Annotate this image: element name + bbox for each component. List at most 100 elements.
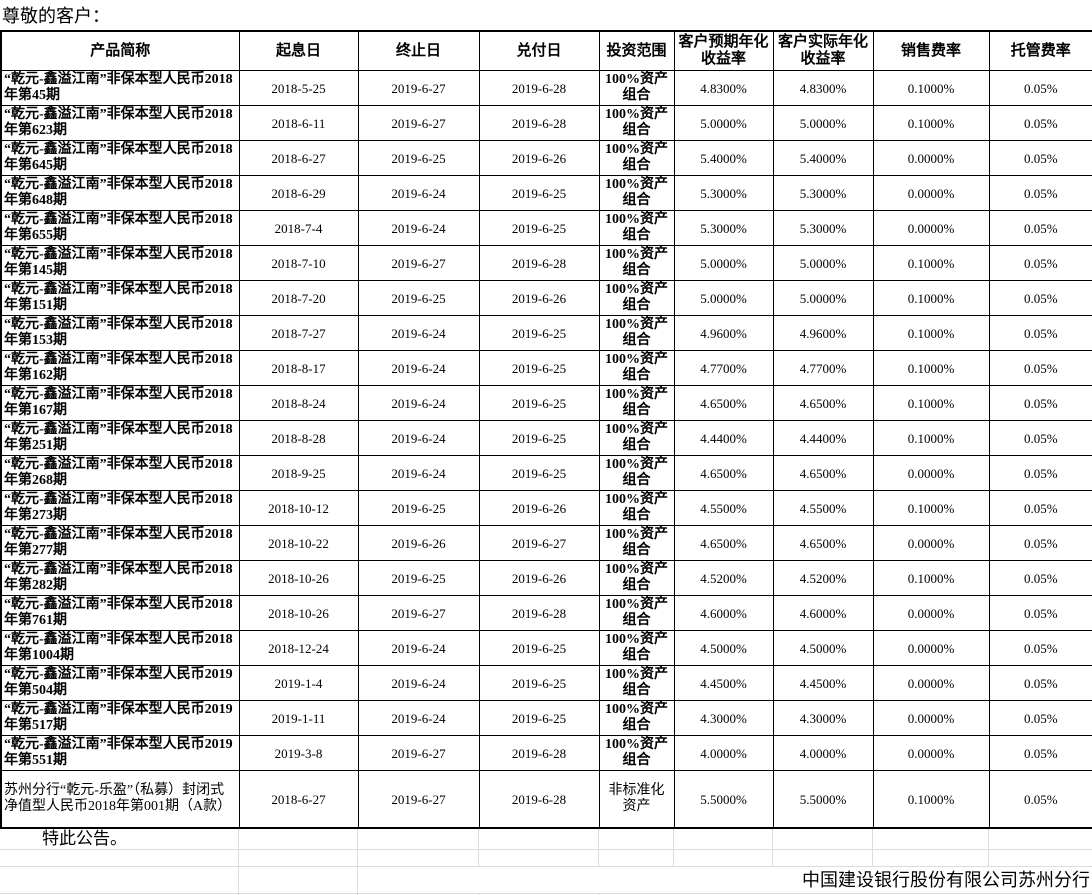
cell-end-date: 2019-6-27 <box>357 105 480 141</box>
cell-payment-date: 2019-6-25 <box>478 175 600 211</box>
cell-payment-date: 2019-6-25 <box>478 385 600 421</box>
header-investment-scope: 投资范围 <box>598 30 675 71</box>
cell-investment-scope: 100%资产组合 <box>598 595 675 631</box>
cell-investment-scope: 100%资产组合 <box>598 175 675 211</box>
cell-expected-annualized-yield: 4.4500% <box>673 665 774 701</box>
cell-end-date: 2019-6-24 <box>357 630 480 666</box>
product-row: “乾元-鑫溢江南”非保本型人民币2018年第648期 2018-6-29 2019-… <box>0 175 1092 211</box>
product-row: 苏州分行“乾元-乐盈”（私募）封闭式净值型人民币2018年第001期（A款） 20… <box>0 770 1092 829</box>
product-row: “乾元-鑫溢江南”非保本型人民币2019年第517期 2019-1-11 2019-… <box>0 700 1092 736</box>
cell-custody-fee-rate: 0.05% <box>988 665 1092 701</box>
cell-end-date: 2019-6-25 <box>357 560 480 596</box>
grid-cell <box>237 849 358 867</box>
cell-expected-annualized-yield: 4.7700% <box>673 350 774 386</box>
cell-product-name: “乾元-鑫溢江南”非保本型人民币2018年第655期 <box>0 210 240 246</box>
cell-actual-annualized-yield: 4.9600% <box>772 315 874 351</box>
cell-actual-annualized-yield: 4.0000% <box>772 735 874 771</box>
cell-sales-fee-rate: 0.1000% <box>872 560 990 596</box>
cell-expected-annualized-yield: 5.4000% <box>673 140 774 176</box>
cell-value-date: 2018-9-25 <box>238 455 359 491</box>
cell-product-name: “乾元-鑫溢江南”非保本型人民币2019年第517期 <box>0 700 240 736</box>
empty-row <box>0 849 1092 867</box>
header-sales-fee-rate: 销售费率 <box>872 30 990 71</box>
cell-actual-annualized-yield: 4.3000% <box>772 700 874 736</box>
product-row: “乾元-鑫溢江南”非保本型人民币2019年第551期 2019-3-8 2019-6… <box>0 735 1092 771</box>
cell-custody-fee-rate: 0.05% <box>988 140 1092 176</box>
header-actual-annualized-yield: 客户实际年化收益率 <box>772 30 874 71</box>
product-row: “乾元-鑫溢江南”非保本型人民币2018年第645期 2018-6-27 2019-… <box>0 140 1092 176</box>
cell-payment-date: 2019-6-26 <box>478 490 600 526</box>
cell-expected-annualized-yield: 5.0000% <box>673 280 774 316</box>
cell-value-date: 2018-8-28 <box>238 420 359 456</box>
cell-end-date: 2019-6-27 <box>357 595 480 631</box>
cell-investment-scope: 100%资产组合 <box>598 665 675 701</box>
cell-payment-date: 2019-6-25 <box>478 455 600 491</box>
cell-expected-annualized-yield: 4.6500% <box>673 455 774 491</box>
product-row: “乾元-鑫溢江南”非保本型人民币2018年第167期 2018-8-24 2019-… <box>0 385 1092 421</box>
cell-expected-annualized-yield: 4.5000% <box>673 630 774 666</box>
grid-cell <box>0 866 239 894</box>
grid-cell <box>356 849 479 867</box>
cell-actual-annualized-yield: 4.6500% <box>772 455 874 491</box>
cell-payment-date: 2019-6-25 <box>478 700 600 736</box>
cell-investment-scope: 100%资产组合 <box>598 455 675 491</box>
cell-actual-annualized-yield: 4.5500% <box>772 490 874 526</box>
cell-custody-fee-rate: 0.05% <box>988 455 1092 491</box>
cell-investment-scope: 100%资产组合 <box>598 280 675 316</box>
cell-custody-fee-rate: 0.05% <box>988 280 1092 316</box>
product-row: “乾元-鑫溢江南”非保本型人民币2018年第268期 2018-9-25 2019-… <box>0 455 1092 491</box>
cell-expected-annualized-yield: 4.0000% <box>673 735 774 771</box>
grid-cell <box>871 829 989 850</box>
cell-end-date: 2019-6-27 <box>357 735 480 771</box>
cell-value-date: 2018-10-26 <box>238 595 359 631</box>
cell-payment-date: 2019-6-25 <box>478 210 600 246</box>
cell-custody-fee-rate: 0.05% <box>988 350 1092 386</box>
cell-end-date: 2019-6-24 <box>357 385 480 421</box>
cell-value-date: 2018-6-27 <box>238 770 359 829</box>
cell-custody-fee-rate: 0.05% <box>988 490 1092 526</box>
header-custody-fee-rate: 托管费率 <box>988 30 1092 71</box>
cell-investment-scope: 100%资产组合 <box>598 560 675 596</box>
products-table: 产品简称 起息日 终止日 兑付日 投资范围 客户预期年化收益率 客户实际年化收益率 销售费率托… <box>0 30 1092 829</box>
cell-product-name: “乾元-鑫溢江南”非保本型人民币2018年第45期 <box>0 70 240 106</box>
grid-cell <box>771 829 873 850</box>
cell-payment-date: 2019-6-26 <box>478 140 600 176</box>
date-row: 2019年6月28日 <box>0 893 1092 895</box>
cell-actual-annualized-yield: 4.5000% <box>772 630 874 666</box>
cell-actual-annualized-yield: 4.6500% <box>772 525 874 561</box>
cell-product-name: “乾元-鑫溢江南”非保本型人民币2019年第504期 <box>0 665 240 701</box>
cell-investment-scope: 100%资产组合 <box>598 70 675 106</box>
cell-product-name: “乾元-鑫溢江南”非保本型人民币2018年第268期 <box>0 455 240 491</box>
cell-value-date: 2018-6-27 <box>238 140 359 176</box>
grid-cell <box>356 829 479 850</box>
cell-product-name: “乾元-鑫溢江南”非保本型人民币2018年第167期 <box>0 385 240 421</box>
product-row: “乾元-鑫溢江南”非保本型人民币2018年第282期 2018-10-26 2019… <box>0 560 1092 596</box>
cell-payment-date: 2019-6-28 <box>478 595 600 631</box>
cell-investment-scope: 100%资产组合 <box>598 525 675 561</box>
signature-text: 中国建设银行股份有限公司苏州分行 <box>356 866 1092 894</box>
cell-investment-scope: 100%资产组合 <box>598 350 675 386</box>
cell-end-date: 2019-6-25 <box>357 280 480 316</box>
cell-expected-annualized-yield: 4.6500% <box>673 385 774 421</box>
closing-row: 特此公告。 <box>0 829 1092 850</box>
product-row: “乾元-鑫溢江南”非保本型人民币2019年第504期 2019-1-4 2019-6… <box>0 665 1092 701</box>
cell-custody-fee-rate: 0.05% <box>988 595 1092 631</box>
cell-product-name: “乾元-鑫溢江南”非保本型人民币2018年第145期 <box>0 245 240 281</box>
cell-investment-scope: 非标准化资产 <box>598 770 675 829</box>
cell-sales-fee-rate: 0.1000% <box>872 70 990 106</box>
cell-sales-fee-rate: 0.1000% <box>872 420 990 456</box>
cell-end-date: 2019-6-24 <box>357 665 480 701</box>
cell-end-date: 2019-6-27 <box>357 245 480 281</box>
grid-cell <box>871 849 989 867</box>
cell-expected-annualized-yield: 4.8300% <box>673 70 774 106</box>
cell-payment-date: 2019-6-28 <box>478 770 600 829</box>
cell-investment-scope: 100%资产组合 <box>598 700 675 736</box>
cell-actual-annualized-yield: 5.0000% <box>772 245 874 281</box>
cell-end-date: 2019-6-25 <box>357 140 480 176</box>
cell-payment-date: 2019-6-26 <box>478 560 600 596</box>
product-row: “乾元-鑫溢江南”非保本型人民币2018年第145期 2018-7-10 2019-… <box>0 245 1092 281</box>
grid-cell <box>597 849 674 867</box>
cell-sales-fee-rate: 0.1000% <box>872 245 990 281</box>
cell-value-date: 2019-1-11 <box>238 700 359 736</box>
